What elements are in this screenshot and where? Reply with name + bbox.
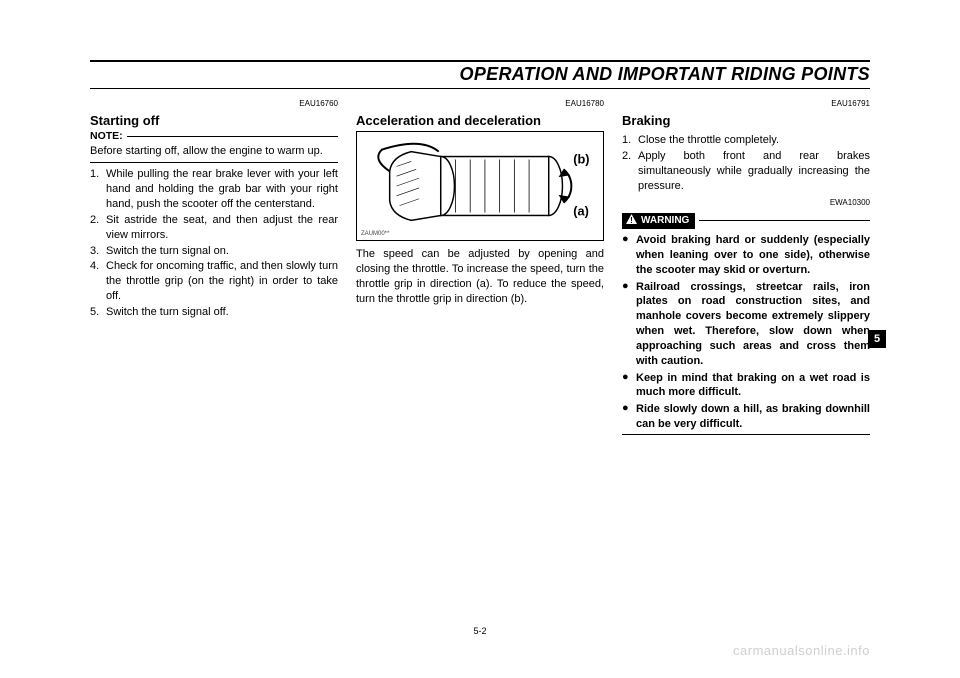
label-b: (b) <box>573 152 589 167</box>
acceleration-text: The speed can be adjusted by opening and… <box>356 247 604 306</box>
step-text: Switch the turn signal off. <box>106 305 338 320</box>
heading-braking: Braking <box>622 112 870 130</box>
step-text: Check for oncoming traffic, and then slo… <box>106 259 338 304</box>
page-number: 5-2 <box>0 626 960 636</box>
step-text: While pulling the rear brake lever with … <box>106 167 338 212</box>
step-text: Switch the turn signal on. <box>106 244 338 259</box>
page-title: OPERATION AND IMPORTANT RIDING POINTS <box>90 64 870 85</box>
bullet-text: Ride slowly down a hill, as braking down… <box>636 402 870 432</box>
step-num: 5. <box>90 305 106 320</box>
bullet-item: ●Railroad crossings, streetcar rails, ir… <box>622 280 870 369</box>
bullet-text: Keep in mind that braking on a wet road … <box>636 371 870 401</box>
label-a: (a) <box>573 204 589 219</box>
bullet-text: Railroad crossings, streetcar rails, iro… <box>636 280 870 369</box>
manual-page: OPERATION AND IMPORTANT RIDING POINTS EA… <box>0 0 960 678</box>
svg-text:!: ! <box>630 216 633 224</box>
warning-label: WARNING <box>641 214 689 228</box>
warning-rule <box>699 220 870 221</box>
bullet-icon: ● <box>622 371 636 401</box>
throttle-figure: (b) (a) ZAUM00** <box>356 131 604 241</box>
step-item: 1.Close the throttle completely. <box>622 133 870 148</box>
warning-triangle-icon: ! <box>626 214 637 229</box>
figure-credit: ZAUM00** <box>361 230 389 238</box>
end-rule <box>622 434 870 435</box>
step-text: Close the throttle completely. <box>638 133 870 148</box>
note-text: Before starting off, allow the engine to… <box>90 144 338 159</box>
column-acceleration: EAU16780 Acceleration and deceleration <box>356 99 604 435</box>
step-num: 3. <box>90 244 106 259</box>
bullet-text: Avoid braking hard or suddenly (especial… <box>636 233 870 278</box>
step-num: 4. <box>90 259 106 304</box>
warning-badge: ! WARNING <box>622 213 695 230</box>
warning-line: ! WARNING <box>622 213 870 230</box>
note-line: NOTE: <box>90 129 338 143</box>
section-tab: 5 <box>868 330 886 348</box>
step-item: 5.Switch the turn signal off. <box>90 305 338 320</box>
warn-id: EWA10300 <box>622 198 870 209</box>
step-num: 1. <box>90 167 106 212</box>
step-text: Apply both front and rear brakes simulta… <box>638 149 870 194</box>
warning-bullets: ●Avoid braking hard or suddenly (especia… <box>622 233 870 432</box>
step-text: Sit astride the seat, and then adjust th… <box>106 213 338 243</box>
note-rule <box>127 136 338 137</box>
watermark: carmanualsonline.info <box>733 643 870 658</box>
doc-id: EAU16791 <box>622 99 870 110</box>
bullet-item: ●Ride slowly down a hill, as braking dow… <box>622 402 870 432</box>
page-header: OPERATION AND IMPORTANT RIDING POINTS <box>90 60 870 89</box>
bullet-icon: ● <box>622 280 636 369</box>
bullet-icon: ● <box>622 402 636 432</box>
step-item: 4.Check for oncoming traffic, and then s… <box>90 259 338 304</box>
step-item: 1.While pulling the rear brake lever wit… <box>90 167 338 212</box>
column-starting-off: EAU16760 Starting off NOTE: Before start… <box>90 99 338 435</box>
separator <box>90 162 338 163</box>
bullet-item: ●Keep in mind that braking on a wet road… <box>622 371 870 401</box>
doc-id: EAU16780 <box>356 99 604 110</box>
doc-id: EAU16760 <box>90 99 338 110</box>
note-label: NOTE: <box>90 129 123 143</box>
step-num: 1. <box>622 133 638 148</box>
step-item: 3.Switch the turn signal on. <box>90 244 338 259</box>
heading-acceleration: Acceleration and deceleration <box>356 112 604 130</box>
step-num: 2. <box>90 213 106 243</box>
braking-steps: 1.Close the throttle completely. 2.Apply… <box>622 133 870 193</box>
step-item: 2.Apply both front and rear brakes simul… <box>622 149 870 194</box>
column-braking: EAU16791 Braking 1.Close the throttle co… <box>622 99 870 435</box>
step-item: 2.Sit astride the seat, and then adjust … <box>90 213 338 243</box>
content-columns: EAU16760 Starting off NOTE: Before start… <box>90 99 870 435</box>
step-num: 2. <box>622 149 638 194</box>
steps-list: 1.While pulling the rear brake lever wit… <box>90 167 338 319</box>
throttle-svg: (b) (a) <box>357 132 603 240</box>
heading-starting-off: Starting off <box>90 112 338 130</box>
bullet-item: ●Avoid braking hard or suddenly (especia… <box>622 233 870 278</box>
bullet-icon: ● <box>622 233 636 278</box>
